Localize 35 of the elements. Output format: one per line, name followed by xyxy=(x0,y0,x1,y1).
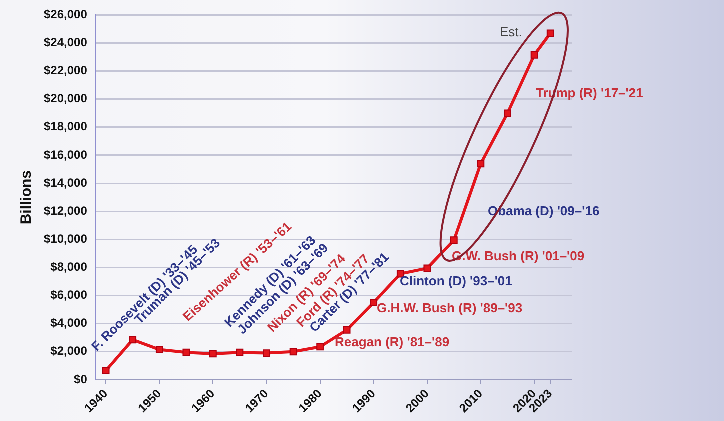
y-tick-label: $26,000 xyxy=(44,8,88,22)
point xyxy=(236,348,244,356)
point xyxy=(343,326,351,334)
point xyxy=(477,160,485,168)
point xyxy=(530,52,538,59)
point xyxy=(263,350,270,357)
point xyxy=(102,367,110,375)
point xyxy=(424,264,432,272)
point xyxy=(316,343,324,351)
y-tick-label: $4,000 xyxy=(50,316,88,330)
annotation: Reagan (R) '81–'89 xyxy=(335,334,450,350)
point xyxy=(290,348,298,356)
y-tick-label: $16,000 xyxy=(44,148,88,162)
y-tick-label: $6,000 xyxy=(50,288,88,302)
point xyxy=(546,30,554,38)
y-tick-label: $18,000 xyxy=(44,120,88,134)
y-tick-label: $8,000 xyxy=(50,260,88,274)
annotation: G.H.W. Bush (R) '89–'93 xyxy=(377,300,523,316)
y-tick-label: $24,000 xyxy=(44,36,88,50)
y-tick-label: $2,000 xyxy=(50,344,88,358)
y-tick-label: $20,000 xyxy=(44,92,88,106)
point xyxy=(156,346,164,354)
point xyxy=(504,110,512,118)
point xyxy=(370,299,378,306)
annotation: Est. xyxy=(500,24,522,40)
y-tick-label: $12,000 xyxy=(44,204,88,218)
point xyxy=(210,350,217,358)
y-tick-label: $10,000 xyxy=(44,232,88,246)
y-tick-label: $0 xyxy=(74,372,88,386)
annotation: Clinton (D) '93–'01 xyxy=(400,274,512,289)
y-tick-label: $14,000 xyxy=(44,176,88,190)
point xyxy=(182,348,190,356)
point xyxy=(450,236,458,244)
y-axis-title: Billions xyxy=(18,170,36,225)
y-tick-label: $22,000 xyxy=(44,64,88,78)
